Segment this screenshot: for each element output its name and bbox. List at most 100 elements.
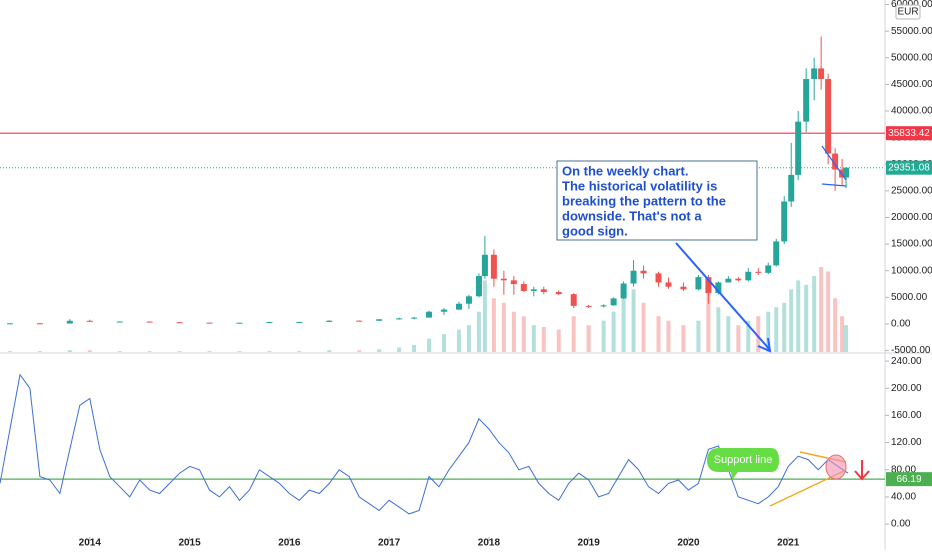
- candle-body: [296, 321, 303, 323]
- candle-body: [510, 280, 517, 285]
- candle-body: [818, 68, 825, 80]
- support-bubble: [707, 448, 779, 480]
- volume-bar: [812, 275, 817, 352]
- y-tick-label: 240.00: [891, 356, 922, 367]
- y-tick-label: 40.00: [891, 492, 916, 503]
- volume-bar: [357, 350, 362, 352]
- volume-bar: [666, 320, 671, 352]
- candle-body: [610, 298, 617, 306]
- x-tick-label: 2019: [578, 538, 601, 549]
- volume-bar: [541, 326, 546, 352]
- volume-bar: [267, 351, 272, 352]
- volume-bar: [87, 350, 92, 352]
- volume-bar: [586, 325, 591, 352]
- level-label-box: [886, 126, 932, 141]
- volume-bar: [147, 351, 152, 352]
- level-label: 66.19: [896, 474, 921, 485]
- candle-body: [832, 153, 839, 170]
- volume-bar: [491, 298, 496, 352]
- volume-bar: [427, 338, 432, 352]
- y-tick-label: 0.00: [891, 319, 911, 330]
- x-tick-label: 2016: [278, 538, 301, 549]
- volume-bar: [774, 307, 779, 352]
- x-tick-label: 2014: [79, 538, 102, 549]
- volume-bar: [736, 325, 741, 352]
- candle-body: [585, 305, 592, 307]
- candle-body: [426, 311, 433, 318]
- candle-body: [555, 292, 562, 295]
- candle-body: [520, 284, 527, 291]
- candle-body: [725, 278, 732, 283]
- x-tick-label: 2020: [677, 538, 700, 549]
- x-tick-label: 2018: [478, 538, 501, 549]
- volume-bar: [716, 307, 721, 352]
- candle-body: [440, 309, 447, 312]
- volume-bar: [706, 284, 711, 352]
- candle-body: [640, 270, 647, 274]
- volume-bar: [611, 311, 616, 352]
- candle-body: [600, 305, 607, 307]
- candle-body: [825, 79, 832, 154]
- currency-box: [895, 4, 921, 20]
- candle-body: [465, 296, 472, 304]
- volume-bar: [511, 311, 516, 352]
- x-tick-label: 2021: [777, 538, 800, 549]
- y-tick-label: 5000.00: [891, 292, 928, 303]
- y-tick-label: 80.00: [891, 464, 916, 475]
- volume-bar: [476, 311, 481, 352]
- volume-bar: [571, 316, 576, 352]
- candle-body: [811, 68, 818, 80]
- note-box: [556, 160, 758, 241]
- x-tick-label: 2017: [378, 538, 401, 549]
- volume-bar: [621, 298, 626, 352]
- level-label: 29351.08: [888, 162, 930, 173]
- candle-body: [705, 277, 712, 294]
- volume-bar: [456, 329, 461, 352]
- volume-bar: [237, 351, 242, 352]
- volume-bar: [833, 298, 838, 352]
- candle-body: [745, 271, 752, 281]
- candle-body: [455, 303, 462, 310]
- volume-bar: [826, 271, 831, 352]
- y-tick-label: -5000.00: [891, 345, 931, 356]
- candle-body: [475, 276, 482, 297]
- volume-bar: [601, 320, 606, 352]
- candle-body: [665, 282, 672, 287]
- y-tick-label: 120.00: [891, 437, 922, 448]
- volume-bar: [327, 350, 332, 352]
- volume-bar: [466, 325, 471, 352]
- volume-bar: [656, 316, 661, 352]
- note-line: downside. That's not a: [562, 208, 702, 223]
- volume-bar: [696, 320, 701, 352]
- volume-bar: [207, 351, 212, 352]
- candle-body: [266, 321, 273, 323]
- volume-bar: [840, 316, 845, 352]
- y-tick-label: 55000.00: [891, 26, 932, 37]
- y-tick-label: 200.00: [891, 383, 922, 394]
- candle-body: [236, 322, 243, 324]
- candle-body: [206, 322, 213, 324]
- y-tick-label: 160.00: [891, 410, 922, 421]
- volume-bar: [37, 351, 42, 352]
- candle-body: [695, 277, 702, 290]
- arrow: [675, 242, 771, 351]
- candle-body: [773, 241, 780, 266]
- y-tick-label: 20000.00: [891, 212, 932, 223]
- candle-body: [843, 167, 850, 178]
- volume-bar: [556, 329, 561, 352]
- candle-body: [570, 294, 577, 306]
- candle-body: [146, 321, 153, 323]
- volume-bar: [117, 351, 122, 352]
- y-tick-label: 25000.00: [891, 186, 932, 197]
- volume-bar: [746, 320, 751, 352]
- support-label: Support line: [714, 454, 773, 466]
- volume-bar: [397, 347, 402, 352]
- candle-body: [411, 317, 418, 319]
- candle-body: [715, 282, 722, 294]
- y-tick-label: 45000.00: [891, 79, 932, 90]
- trend-line: [821, 183, 847, 187]
- y-tick-label: 50000.00: [891, 52, 932, 63]
- candle-body: [356, 320, 363, 322]
- candle-body: [86, 320, 93, 322]
